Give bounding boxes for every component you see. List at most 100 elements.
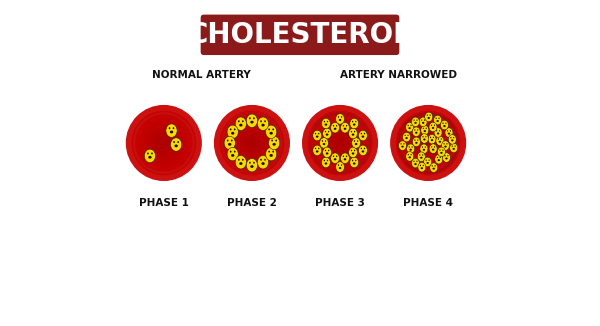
Ellipse shape (432, 149, 434, 151)
Ellipse shape (249, 162, 251, 164)
Circle shape (323, 126, 357, 160)
Ellipse shape (448, 135, 457, 144)
Ellipse shape (415, 132, 418, 134)
Circle shape (151, 130, 177, 156)
Ellipse shape (313, 130, 322, 141)
Ellipse shape (228, 143, 232, 146)
Ellipse shape (436, 120, 439, 122)
Ellipse shape (239, 162, 242, 165)
Ellipse shape (323, 160, 325, 161)
Ellipse shape (227, 147, 238, 161)
Ellipse shape (439, 141, 441, 143)
Ellipse shape (429, 144, 437, 154)
Ellipse shape (334, 128, 337, 130)
Ellipse shape (344, 128, 346, 130)
Ellipse shape (364, 148, 365, 149)
Circle shape (400, 114, 457, 171)
Ellipse shape (320, 138, 328, 148)
Circle shape (247, 138, 257, 148)
Ellipse shape (445, 157, 448, 159)
Ellipse shape (434, 146, 435, 148)
Ellipse shape (353, 162, 356, 165)
Ellipse shape (355, 160, 356, 161)
Circle shape (309, 112, 371, 174)
Ellipse shape (269, 136, 280, 150)
Circle shape (308, 111, 373, 175)
Ellipse shape (352, 121, 353, 122)
Circle shape (250, 141, 253, 144)
Ellipse shape (427, 114, 428, 116)
Ellipse shape (331, 123, 340, 133)
Ellipse shape (416, 119, 418, 121)
Ellipse shape (437, 132, 439, 135)
Ellipse shape (434, 128, 442, 137)
Ellipse shape (346, 125, 347, 126)
Ellipse shape (352, 134, 355, 136)
Ellipse shape (327, 121, 328, 122)
Ellipse shape (443, 125, 446, 127)
Ellipse shape (354, 140, 355, 142)
Ellipse shape (419, 154, 421, 156)
Ellipse shape (404, 135, 406, 136)
Ellipse shape (431, 146, 433, 148)
Ellipse shape (421, 167, 423, 169)
Ellipse shape (341, 153, 349, 164)
Ellipse shape (423, 127, 424, 129)
Ellipse shape (357, 140, 358, 142)
Ellipse shape (325, 150, 326, 151)
Ellipse shape (262, 124, 265, 126)
Ellipse shape (335, 162, 344, 172)
Ellipse shape (322, 118, 331, 129)
Ellipse shape (315, 133, 316, 134)
Ellipse shape (430, 137, 431, 138)
Ellipse shape (421, 119, 422, 121)
Circle shape (419, 134, 437, 152)
Ellipse shape (175, 144, 178, 147)
Ellipse shape (322, 140, 323, 142)
Ellipse shape (436, 118, 437, 119)
Ellipse shape (430, 114, 431, 116)
Ellipse shape (170, 138, 182, 151)
Ellipse shape (325, 162, 327, 165)
Ellipse shape (410, 125, 412, 126)
Ellipse shape (409, 156, 411, 158)
Circle shape (407, 122, 449, 164)
Circle shape (214, 105, 290, 181)
Ellipse shape (412, 127, 420, 137)
Text: NORMAL ARTERY: NORMAL ARTERY (152, 70, 251, 80)
Ellipse shape (318, 133, 319, 134)
Ellipse shape (323, 128, 331, 139)
Ellipse shape (412, 146, 413, 148)
Ellipse shape (173, 127, 175, 129)
Circle shape (423, 138, 434, 148)
Ellipse shape (403, 143, 404, 145)
Ellipse shape (412, 158, 419, 168)
Ellipse shape (147, 153, 149, 155)
Ellipse shape (250, 165, 254, 168)
Ellipse shape (424, 157, 431, 167)
Ellipse shape (431, 139, 433, 141)
Ellipse shape (262, 162, 265, 165)
Ellipse shape (231, 154, 235, 157)
Ellipse shape (415, 122, 417, 124)
Text: ARTERY NARROWED: ARTERY NARROWED (340, 70, 457, 80)
Ellipse shape (452, 148, 455, 150)
Ellipse shape (441, 138, 442, 140)
Circle shape (390, 105, 466, 181)
Ellipse shape (438, 138, 439, 140)
Ellipse shape (448, 133, 450, 135)
Ellipse shape (442, 153, 451, 162)
Ellipse shape (328, 150, 329, 151)
Ellipse shape (354, 131, 355, 132)
Ellipse shape (413, 161, 415, 162)
Ellipse shape (264, 159, 266, 161)
Ellipse shape (407, 154, 409, 156)
Ellipse shape (415, 142, 418, 144)
Ellipse shape (336, 156, 337, 157)
Ellipse shape (346, 156, 347, 157)
Ellipse shape (418, 162, 426, 172)
Ellipse shape (354, 150, 355, 151)
Ellipse shape (351, 131, 352, 132)
Ellipse shape (341, 116, 343, 118)
Ellipse shape (352, 160, 353, 161)
